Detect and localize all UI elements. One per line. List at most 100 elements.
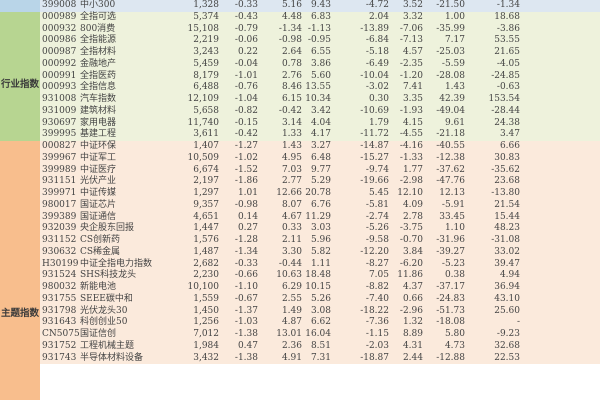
value-cell: 3.86	[310, 58, 331, 69]
value-cell: 3.84	[402, 246, 423, 257]
value-cell: 13.55	[305, 82, 331, 93]
value-cell: 1.77	[402, 164, 423, 175]
value-cell: 18.68	[494, 11, 520, 22]
value-cell: -0.98	[278, 35, 302, 46]
value-cell: 1,450	[193, 305, 219, 316]
value-cell: -6.84	[365, 35, 389, 46]
value-cell: 3.52	[402, 0, 423, 10]
value-cell: -39.27	[436, 246, 465, 257]
index-code: 931798	[42, 305, 77, 316]
value-cell: 6.29	[281, 282, 302, 292]
index-name: 金融地产	[80, 58, 117, 69]
value-cell: 6,488	[193, 82, 219, 93]
value-cell: 48.23	[494, 223, 520, 234]
value-cell: -28.08	[436, 70, 465, 81]
index-code: 000827	[42, 141, 77, 151]
table-row: 930697 家用电器 11,740 -0.15 3.14 4.04 1.79 4.15 9.6…	[40, 117, 600, 130]
value-cell: 11,740	[187, 117, 220, 128]
value-cell: 4.15	[402, 117, 423, 128]
value-cell: 1,447	[193, 223, 219, 234]
value-cell: 43.10	[494, 293, 520, 304]
value-cell: 6.76	[310, 199, 331, 210]
table-row: 399989 中证医疗 6,674 -1.52 7.03 9.77 -9.74 1.77 -37…	[40, 164, 600, 177]
index-code: 000991	[42, 70, 77, 81]
value-cell: -25.03	[436, 47, 465, 57]
value-cell: 7.41	[402, 82, 423, 93]
value-cell: -10.69	[360, 105, 389, 116]
value-cell: 39.47	[494, 258, 520, 269]
value-cell: -9.58	[365, 235, 389, 245]
value-cell: -1.38	[234, 352, 258, 363]
value-cell: -1.33	[399, 152, 423, 163]
table-row: 931009 建筑材料 5,658 -0.82 -0.42 3.42 -10.69 -1.93…	[40, 105, 600, 118]
value-cell: 5.26	[310, 293, 331, 304]
value-cell: 10.63	[276, 270, 302, 281]
table-row: 931152 CS创新药 1,576 -1.28 2.11 5.96 -9.58 -0.70 -…	[40, 235, 600, 247]
value-cell: -51.73	[436, 305, 465, 316]
value-cell: 8.07	[281, 199, 302, 210]
table-row: CN5075 国证信创 7,012 -1.38 13.01 16.04 -1.15 8.89 5…	[40, 329, 600, 341]
value-cell: 16.04	[305, 329, 331, 339]
value-cell: -15.27	[360, 152, 389, 163]
value-cell: -0.44	[278, 258, 302, 269]
value-cell: 0.33	[281, 223, 302, 234]
table-row: 980017 国证芯片 9,357 -0.98 8.07 6.76 -5.81 4.09 -5.…	[40, 199, 600, 212]
value-cell: -1.10	[234, 282, 258, 292]
value-cell: 1.49	[281, 305, 302, 316]
value-cell: 2.76	[281, 70, 302, 81]
industry-group-band	[0, 11, 40, 141]
value-cell: -5.91	[441, 199, 465, 210]
value-cell: -35.62	[491, 164, 520, 175]
value-cell: -0.95	[307, 35, 331, 46]
value-cell: -1.93	[399, 105, 423, 116]
index-name: 中证传媒	[80, 188, 117, 198]
value-cell: -0.66	[234, 270, 258, 281]
value-cell: 1.79	[368, 117, 389, 128]
value-cell: -0.98	[234, 199, 258, 210]
value-cell: 10,100	[187, 282, 220, 292]
value-cell: 4.95	[281, 152, 302, 163]
index-name: 800消费	[80, 23, 116, 34]
table-row: 931008 汽车指数 12,109 -1.04 6.15 10.34 0.30 3.35 42…	[40, 94, 600, 106]
value-cell: 1,328	[193, 0, 219, 10]
value-cell: 1,487	[193, 246, 219, 257]
value-cell: 8.89	[402, 329, 423, 339]
index-code: 000987	[42, 47, 77, 57]
value-cell: 25.60	[494, 305, 520, 316]
value-cell: -8.82	[365, 282, 389, 292]
value-cell: -35.99	[436, 23, 465, 34]
value-cell: 153.54	[488, 94, 521, 104]
value-cell: 3,611	[193, 129, 219, 140]
value-cell: 0.38	[444, 270, 465, 281]
value-cell: 18.48	[305, 270, 331, 281]
table-row: 399967 中证军工 10,509 -1.02 4.95 6.48 -15.27 -1.33…	[40, 152, 600, 165]
value-cell: -4.16	[399, 141, 423, 151]
value-cell: -40.55	[436, 141, 465, 151]
value-cell: 2.64	[281, 47, 302, 57]
value-cell: -18.08	[436, 317, 465, 328]
value-cell: 10,509	[187, 152, 220, 163]
value-cell: 3.08	[310, 305, 331, 316]
value-cell: -5.18	[365, 47, 389, 57]
value-cell: -4.72	[365, 0, 389, 10]
value-cell: 1.33	[281, 129, 302, 140]
value-cell: 15.44	[494, 211, 520, 222]
value-cell: -9.74	[365, 164, 389, 175]
table-row: 000992 金融地产 5,459 -0.04 0.78 3.86 -6.49 -2.35 -5…	[40, 58, 600, 71]
index-code: 931009	[42, 105, 77, 116]
value-cell: 33.45	[439, 211, 465, 222]
table-row: 980032 新能电池 10,100 -1.10 6.29 10.15 -8.82 4.37 -…	[40, 282, 600, 294]
value-cell: -1.15	[365, 329, 389, 339]
value-cell: -0.06	[234, 35, 258, 46]
value-cell: 1,297	[193, 188, 219, 198]
value-cell: 1.43	[281, 141, 302, 151]
value-cell: -12.38	[436, 152, 465, 163]
index-name: 全指可选	[80, 11, 117, 22]
value-cell: 5.16	[281, 0, 302, 10]
table-row: 399389 国证通信 4,651 0.14 4.67 11.29 -2.74 2.78 33.…	[40, 211, 600, 224]
value-cell: -4.55	[399, 129, 423, 140]
index-code: 931755	[42, 293, 77, 304]
value-cell: -1.20	[399, 70, 423, 81]
index-code: 932039	[42, 223, 77, 234]
table-row: 000993 全指信息 6,488 -0.76 8.46 13.55 -3.02 7.41 1.…	[40, 82, 600, 94]
